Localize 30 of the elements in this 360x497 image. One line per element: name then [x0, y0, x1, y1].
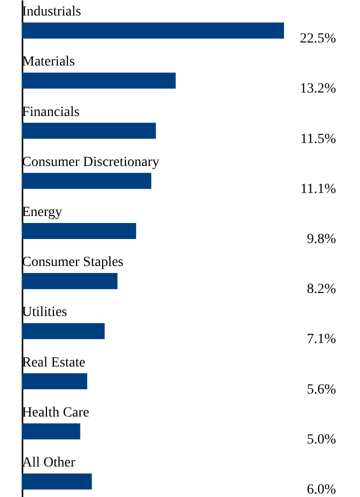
data-label: 5.6%	[306, 382, 336, 398]
data-label: 9.8%	[306, 232, 336, 247]
y-tick-label: All Other	[22, 455, 76, 470]
data-label: 8.2%	[306, 282, 336, 298]
bar	[22, 423, 80, 440]
y-tick-label: Consumer Discretionary	[22, 154, 160, 170]
bar	[22, 22, 284, 39]
y-tick-label: Health Care	[22, 405, 90, 420]
data-label: 11.1%	[300, 182, 336, 197]
bar	[22, 473, 92, 490]
data-label: 11.5%	[300, 132, 336, 147]
data-label: 6.0%	[306, 482, 336, 497]
bar	[22, 122, 156, 139]
bar	[22, 222, 136, 239]
y-tick-label: Financials	[22, 104, 80, 120]
bar	[22, 323, 105, 340]
bar	[22, 373, 88, 390]
y-tick-label: Materials	[22, 54, 75, 70]
y-tick-label: Consumer Staples	[22, 255, 124, 270]
bar	[22, 72, 176, 89]
data-label: 5.0%	[306, 432, 336, 448]
y-tick-label: Industrials	[22, 4, 82, 20]
data-label: 7.1%	[306, 332, 336, 348]
bar	[22, 172, 152, 189]
y-tick-label: Real Estate	[22, 355, 86, 370]
y-tick-label: Energy	[22, 204, 62, 220]
bar	[22, 273, 118, 290]
data-label: 22.5%	[300, 32, 336, 47]
y-tick-label: Utilities	[22, 305, 68, 320]
data-label: 13.2%	[300, 82, 336, 97]
